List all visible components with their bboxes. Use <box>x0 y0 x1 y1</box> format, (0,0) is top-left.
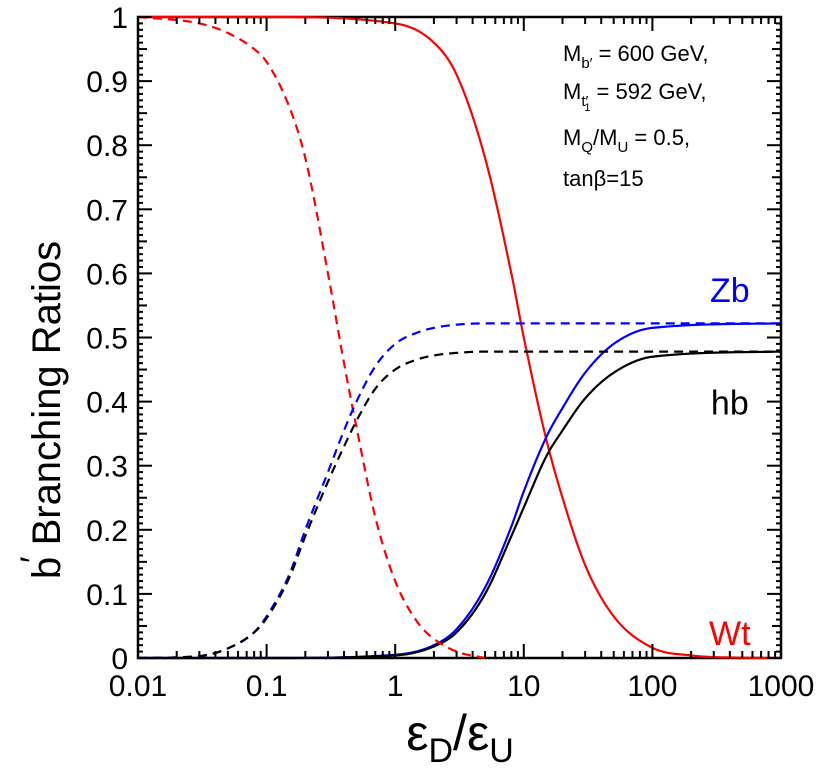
y-tick-label: 1 <box>111 2 128 35</box>
series-label-zb: Zb <box>710 272 750 310</box>
series-line-hb-dashed <box>137 350 781 660</box>
series-line-zb-dashed <box>137 322 781 660</box>
info-line-3: MQ/MU = 0.5, <box>563 125 690 156</box>
series-line-wt-dashed <box>137 15 486 660</box>
y-axis-title: b′ Branching Ratios <box>14 241 69 579</box>
series-label-hb: hb <box>711 384 749 422</box>
y-tick-label: 0.5 <box>86 323 128 356</box>
info-line-1: Mb′ = 600 GeV, <box>563 41 709 72</box>
y-tick-label: 0.2 <box>86 515 128 548</box>
series-line-hb <box>138 350 782 660</box>
x-tick-label: 0.01 <box>109 670 167 703</box>
x-tick-label: 1000 <box>748 670 815 703</box>
series-label-wt: Wt <box>709 615 751 653</box>
y-tick-label: 0.1 <box>86 579 128 612</box>
y-tick-label: 0.7 <box>86 194 128 227</box>
series-labels-layer: Zb hb Wt <box>709 272 751 653</box>
y-tick-label: 0.9 <box>86 66 128 99</box>
series-layer <box>137 15 782 660</box>
x-tick-label: 0.1 <box>246 670 288 703</box>
series-line-zb <box>138 322 782 660</box>
x-tick-label: 10 <box>507 670 540 703</box>
info-line-2: Mt′1 = 592 GeV, <box>563 79 706 114</box>
info-line-4: tanβ=15 <box>563 166 644 191</box>
y-tick-label: 0.3 <box>86 451 128 484</box>
plot-frame <box>136 15 783 660</box>
tick-labels-layer: 0.01 0.1 1 10 100 1000 0 0.1 0.2 0.3 0.4 0.5 0.6 0.7 0… <box>86 2 814 703</box>
y-tick-label: 0.4 <box>86 387 128 420</box>
y-tick-label: 0.8 <box>86 130 128 163</box>
x-tick-label: 1 <box>387 670 404 703</box>
series-line-wt <box>138 15 782 660</box>
y-tick-label: 0 <box>111 643 128 676</box>
y-tick-label: 0.6 <box>86 258 128 291</box>
x-axis-title: εD/εU <box>406 705 514 770</box>
x-tick-label: 100 <box>627 670 677 703</box>
ticks-layer <box>137 16 781 659</box>
